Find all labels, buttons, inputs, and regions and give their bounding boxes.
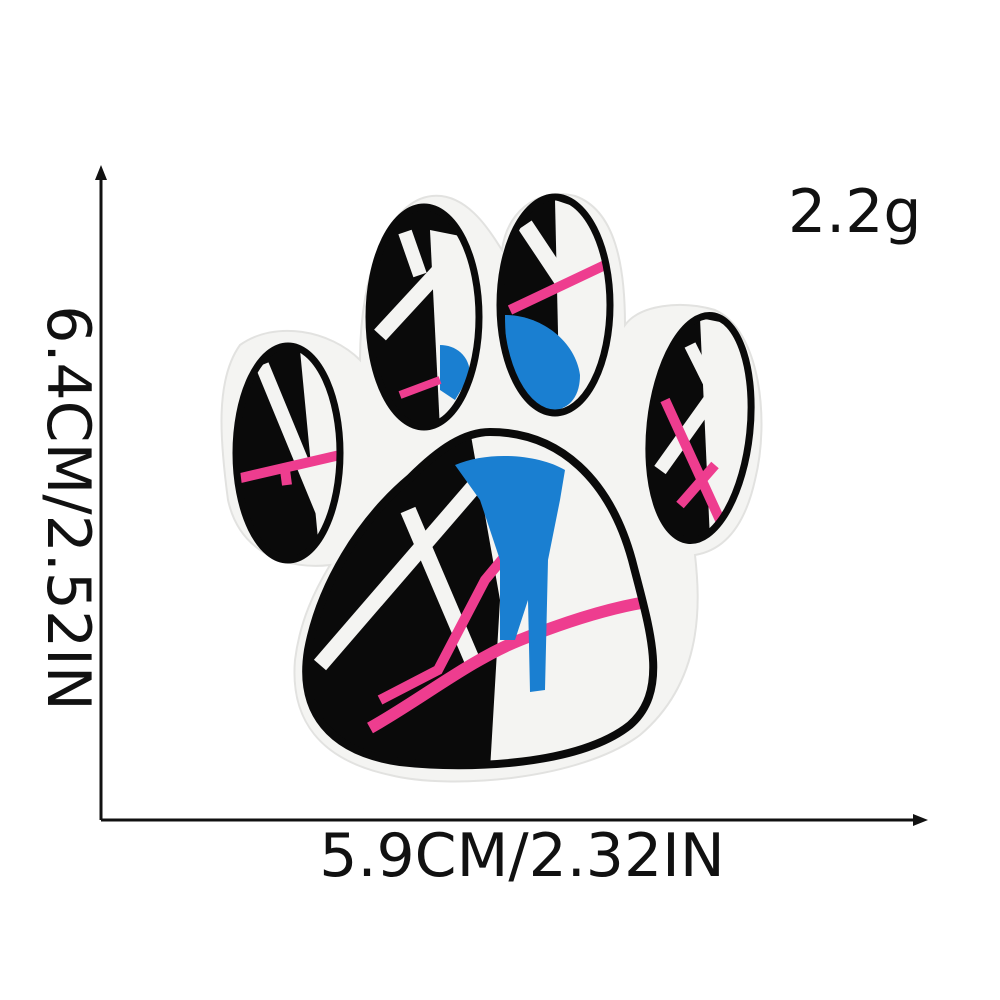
dimension-axes [95,165,928,826]
paw-toe-left [232,342,344,564]
height-dimension-label: 6.4CM/2.52IN [33,305,103,711]
weight-label: 2.2g [788,177,922,247]
paw-toe-third [496,193,614,417]
paw-toe-second [365,203,483,431]
width-dimension-label: 5.9CM/2.32IN [319,821,725,891]
